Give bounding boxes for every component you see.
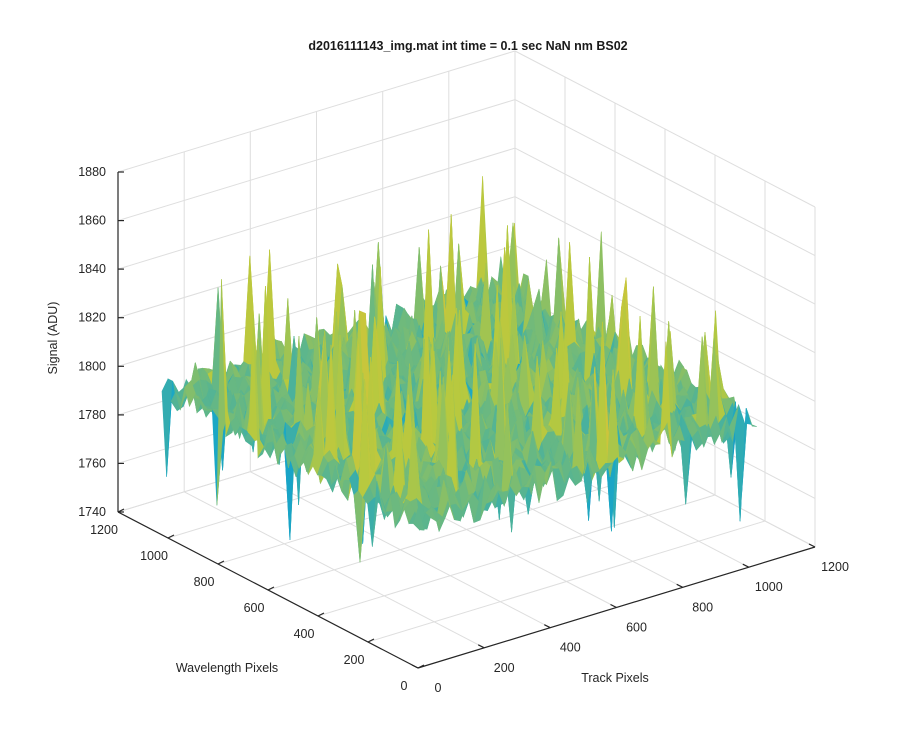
side-wall-grid-line: [514, 99, 816, 257]
z-tick-label: 1740: [78, 505, 106, 519]
y-tick-mark: [367, 638, 375, 643]
y-tick-label: 400: [294, 627, 315, 641]
surface-mesh: [161, 176, 757, 563]
y-tick-label: 800: [194, 575, 215, 589]
y-tick-mark: [167, 534, 175, 539]
surface-cell: [413, 507, 425, 531]
z-tick-label: 1780: [78, 408, 106, 422]
chart-title: d2016111143_img.mat int time = 0.1 sec N…: [308, 39, 627, 53]
axes-lines: [117, 171, 816, 669]
x-axis-label: Track Pixels: [581, 671, 649, 685]
x-tick-label: 0: [435, 681, 442, 695]
y-tick-label: 600: [244, 601, 265, 615]
z-tick-label: 1840: [78, 262, 106, 276]
x-tick-label: 1000: [755, 580, 783, 594]
y-tick-label: 0: [401, 679, 408, 693]
y-tick-label: 200: [344, 653, 365, 667]
x-tick-label: 400: [560, 641, 581, 655]
x-tick-mark: [676, 583, 683, 588]
side-wall-grid-line: [514, 50, 816, 208]
x-tick-mark: [544, 624, 551, 629]
x-tick-mark: [808, 543, 816, 548]
y-tick-label: 1000: [140, 549, 168, 563]
y-tick-mark: [217, 560, 225, 565]
x-tick-label: 1200: [821, 560, 849, 574]
side-wall-grid-line: [514, 147, 816, 305]
y-tick-mark: [417, 664, 425, 669]
z-tick-label: 1880: [78, 165, 106, 179]
floor-grid-line: [367, 520, 766, 643]
back-wall-grid-line: [117, 99, 516, 222]
z-tick-label: 1820: [78, 311, 106, 325]
back-wall-grid-line: [117, 50, 516, 173]
x-tick-mark: [411, 664, 419, 669]
z-tick-label: 1800: [78, 359, 106, 373]
x-tick-mark: [610, 603, 617, 609]
y-tick-mark: [267, 586, 275, 591]
z-tick-label: 1760: [78, 456, 106, 470]
x-tick-label: 200: [494, 661, 515, 675]
floor-grid-line: [317, 494, 716, 617]
x-tick-label: 800: [692, 600, 713, 614]
back-wall-grid-line: [117, 147, 516, 270]
y-axis-label: Wavelength Pixels: [176, 661, 278, 675]
z-tick-label: 1860: [78, 214, 106, 228]
side-wall-grid-line: [514, 244, 816, 402]
y-tick-mark: [317, 612, 325, 617]
side-wall-grid-line: [514, 196, 816, 354]
x-tick-mark: [742, 563, 750, 568]
tick-labels: 0 200 400 600 800 1000 1200 0 200 400 600 800 1000 12…: [78, 165, 849, 695]
z-axis-label: Signal (ADU): [46, 302, 60, 375]
back-wall-grid-line: [117, 196, 516, 319]
y-tick-label: 1200: [90, 523, 118, 537]
x-tick-label: 600: [626, 621, 647, 635]
x-tick-mark: [477, 644, 485, 649]
